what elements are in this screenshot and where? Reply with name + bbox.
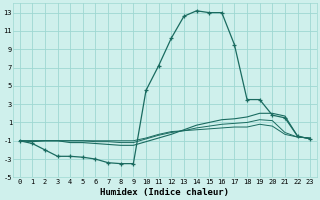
X-axis label: Humidex (Indice chaleur): Humidex (Indice chaleur) (100, 188, 229, 197)
